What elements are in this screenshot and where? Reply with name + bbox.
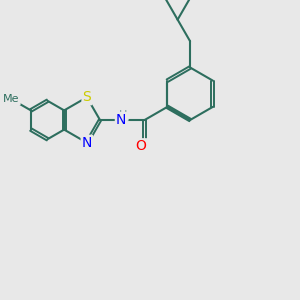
Text: S: S (82, 90, 91, 104)
Text: N: N (116, 113, 126, 127)
Text: Me: Me (3, 94, 20, 104)
Text: N: N (82, 136, 92, 150)
Text: O: O (135, 139, 146, 153)
Text: H: H (119, 110, 128, 120)
